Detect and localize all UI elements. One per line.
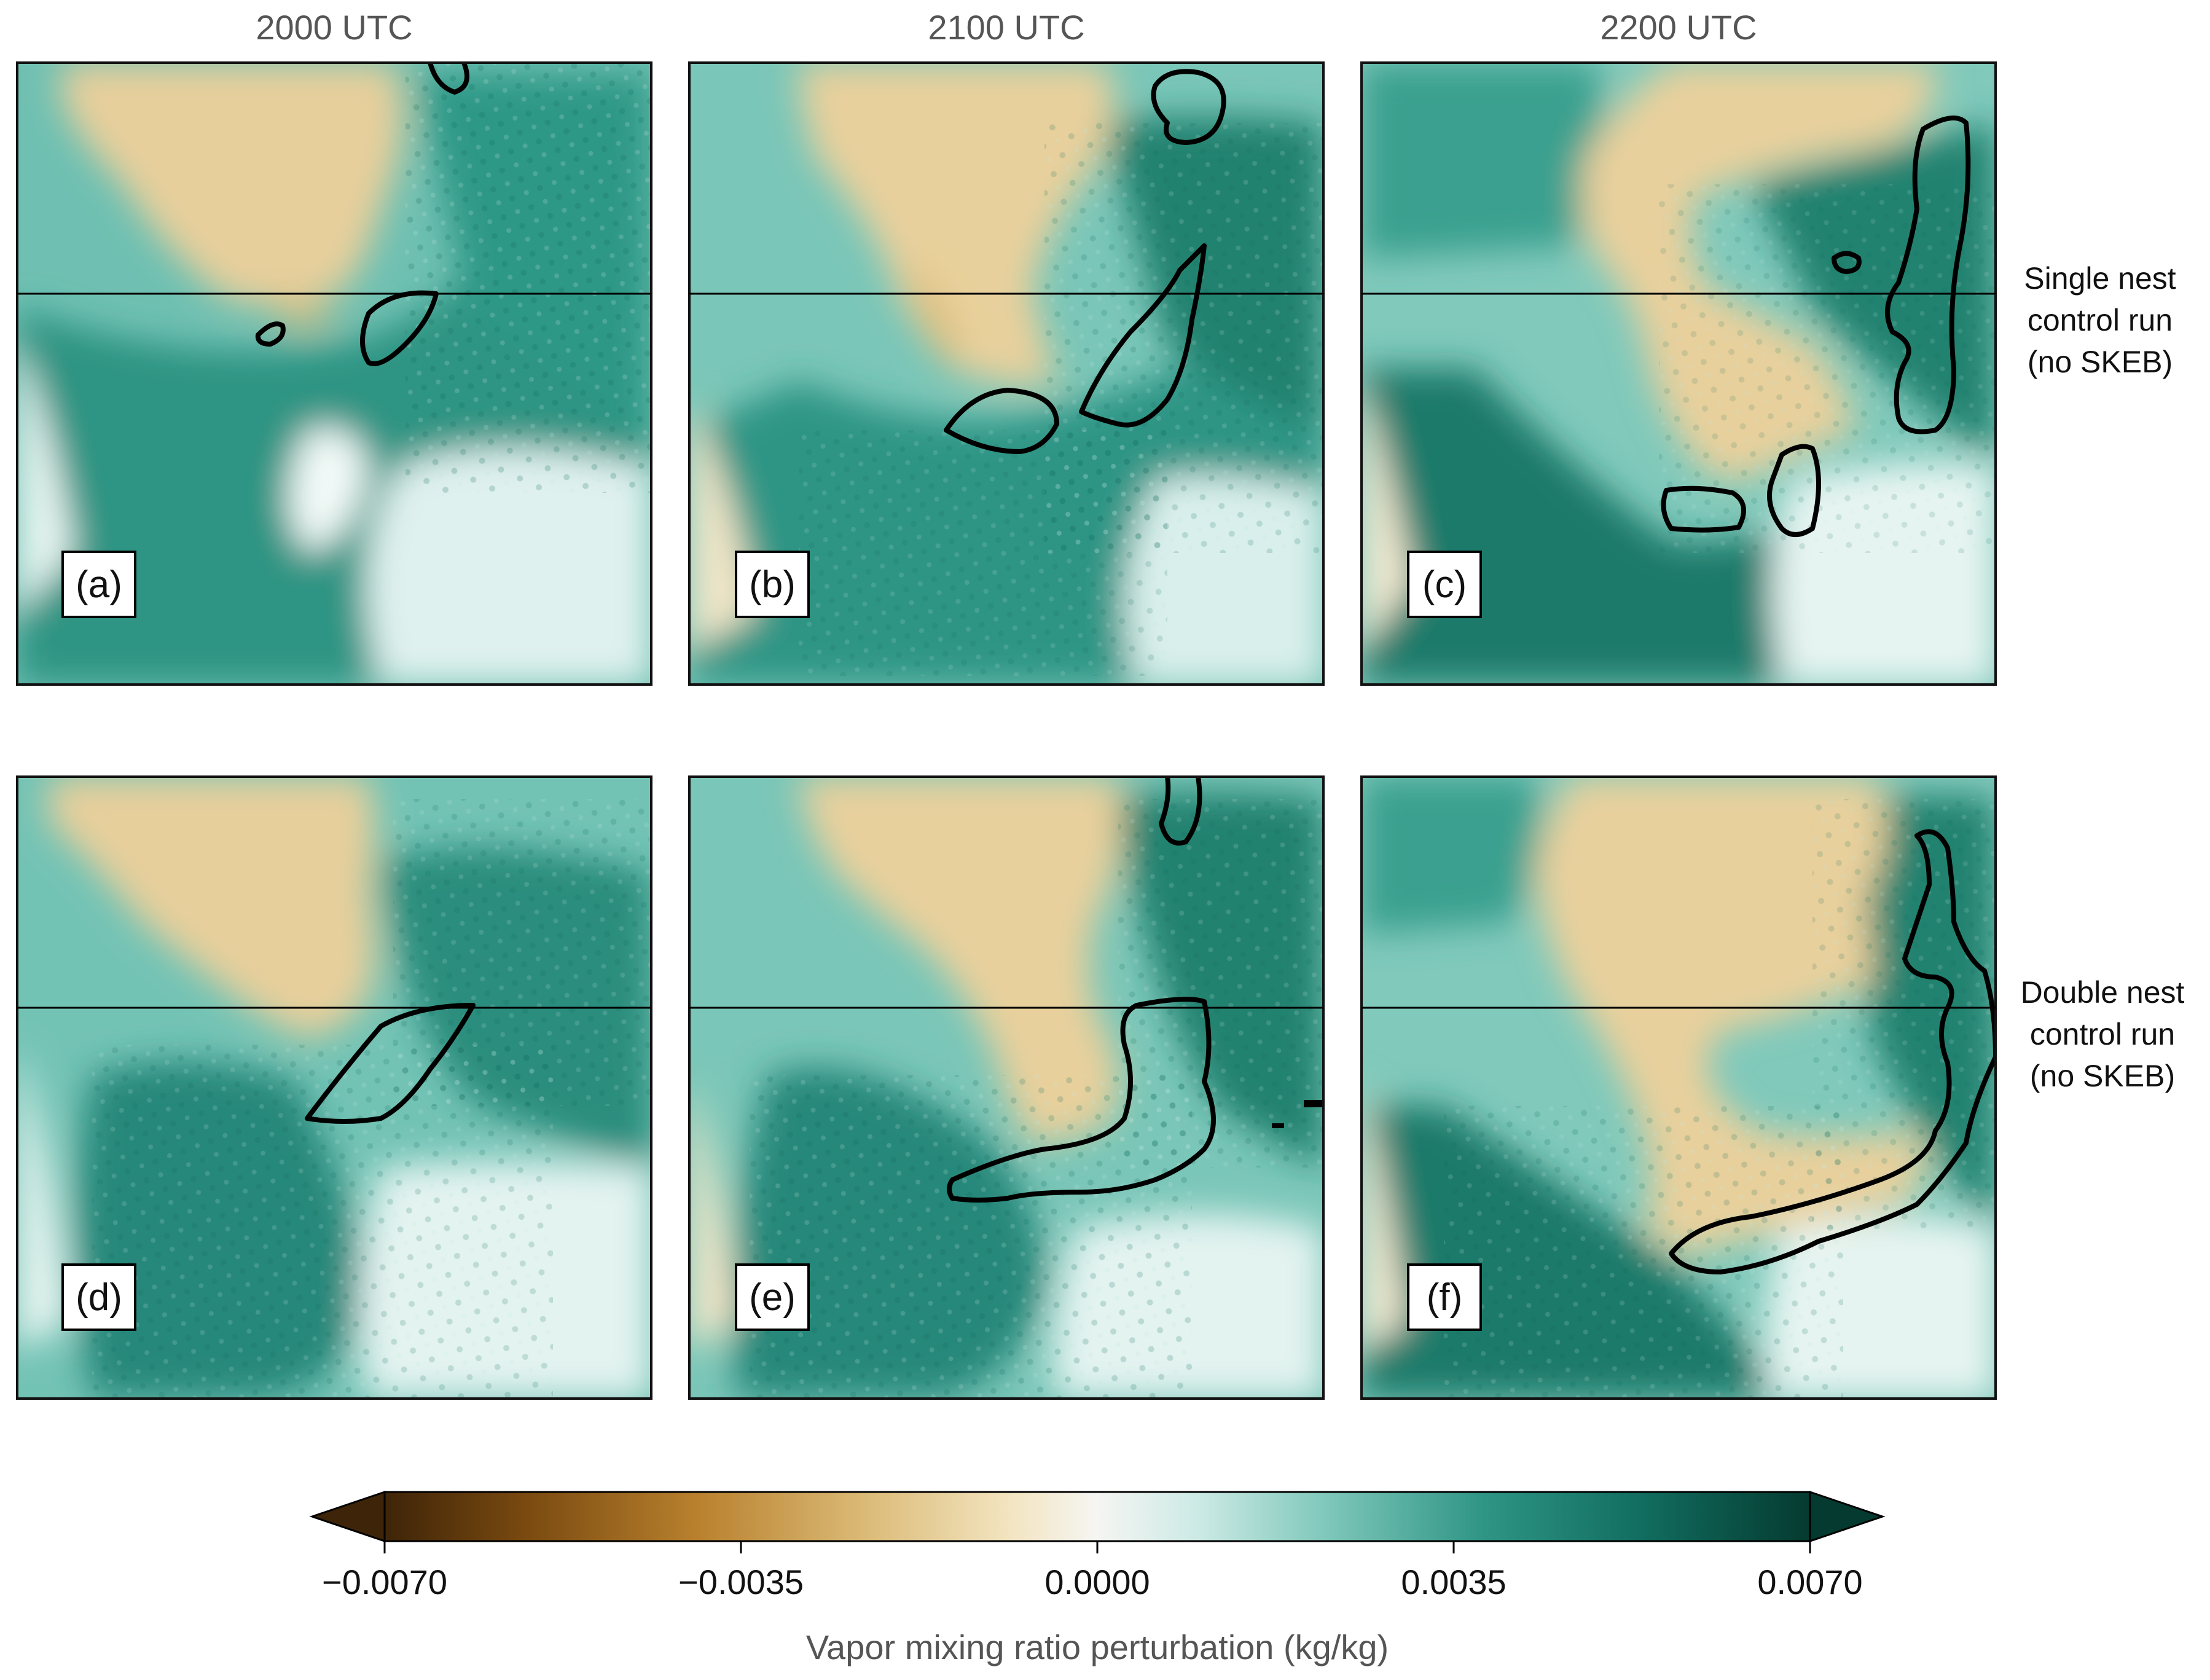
panel-f-label: (f) bbox=[1427, 1276, 1463, 1319]
panel-f-frame bbox=[1360, 775, 1997, 1400]
panel-d-frame bbox=[16, 775, 652, 1400]
row-label-single-line-1: Single nest bbox=[2024, 261, 2176, 296]
colorbar-tick-label: 0.0000 bbox=[1044, 1563, 1150, 1601]
panel-a-label: (a) bbox=[76, 563, 122, 606]
row-label-double-nest: Double nest control run (no SKEB) bbox=[2021, 975, 2185, 1093]
colorbar: −0.0070 −0.0035 0.0000 0.0035 0.0070 Vapor m… bbox=[309, 1490, 1886, 1666]
panel-c-label-box bbox=[1407, 551, 1482, 618]
panel-a-frame bbox=[16, 61, 652, 686]
colorbar-ticks: −0.0070 −0.0035 0.0000 0.0035 0.0070 bbox=[322, 1541, 1863, 1601]
row-label-single-line-3: (no SKEB) bbox=[2028, 345, 2173, 379]
panel-f-label-box bbox=[1407, 1263, 1482, 1331]
panel-c-label: (c) bbox=[1422, 563, 1467, 606]
row-label-single-nest: Single nest control run (no SKEB) bbox=[2024, 261, 2176, 379]
row-label-double-line-3: (no SKEB) bbox=[2030, 1059, 2175, 1093]
row-label-single-line-2: control run bbox=[2028, 303, 2173, 337]
column-title-2100: 2100 UTC bbox=[928, 8, 1084, 47]
panel-a bbox=[17, 63, 651, 685]
colorbar-gradient bbox=[383, 1491, 1811, 1542]
colorbar-label: Vapor mixing ratio perturbation (kg/kg) bbox=[806, 1628, 1389, 1666]
panel-c-frame bbox=[1360, 61, 1997, 686]
colorbar-tick-label: −0.0070 bbox=[322, 1563, 447, 1601]
panel-d-label-box bbox=[61, 1263, 136, 1331]
panel-d-label: (d) bbox=[76, 1276, 122, 1319]
panel-e-label-box bbox=[735, 1263, 810, 1331]
panel-e bbox=[689, 777, 1323, 1399]
panel-b-frame bbox=[688, 61, 1325, 686]
column-title-2000: 2000 UTC bbox=[256, 8, 412, 47]
row-label-double-line-1: Double nest bbox=[2021, 975, 2185, 1010]
colorbar-tick-label: 0.0070 bbox=[1757, 1563, 1862, 1601]
colorbar-extend-left bbox=[309, 1490, 386, 1543]
colorbar-extend-right bbox=[1809, 1490, 1886, 1543]
panel-a-label-box bbox=[61, 551, 136, 618]
colorbar-tick-label: 0.0035 bbox=[1401, 1563, 1506, 1601]
column-title-2200: 2200 UTC bbox=[1600, 8, 1757, 47]
panel-f bbox=[1362, 777, 1996, 1399]
panel-b-label: (b) bbox=[749, 563, 796, 606]
panel-e-frame bbox=[688, 775, 1325, 1400]
panel-e-label: (e) bbox=[749, 1276, 796, 1319]
panel-b-label-box bbox=[735, 551, 810, 618]
colorbar-tick-label: −0.0035 bbox=[678, 1563, 804, 1601]
row-label-double-line-2: control run bbox=[2030, 1017, 2175, 1051]
